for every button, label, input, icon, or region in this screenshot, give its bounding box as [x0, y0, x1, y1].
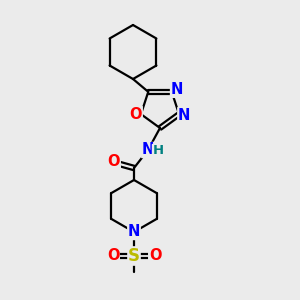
Text: O: O: [108, 154, 120, 169]
Text: N: N: [128, 224, 140, 239]
Text: O: O: [130, 107, 142, 122]
Text: N: N: [142, 142, 154, 158]
Text: N: N: [171, 82, 183, 97]
Text: N: N: [178, 108, 190, 123]
Text: H: H: [152, 145, 164, 158]
Text: O: O: [149, 248, 161, 263]
Text: S: S: [128, 247, 140, 265]
Text: O: O: [107, 248, 119, 263]
